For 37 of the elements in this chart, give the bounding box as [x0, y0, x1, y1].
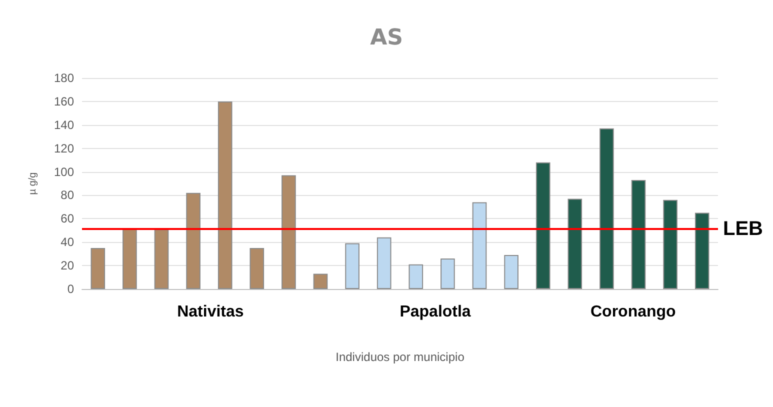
bar — [631, 180, 646, 289]
y-tick-label: 40 — [60, 235, 74, 250]
bar — [440, 258, 455, 289]
series-label: Coronango — [590, 304, 676, 320]
bar — [408, 264, 424, 289]
bar — [600, 128, 614, 289]
y-tick-label: 60 — [60, 212, 74, 226]
bar — [282, 175, 296, 289]
bar — [472, 202, 487, 289]
series-label: Nativitas — [177, 304, 244, 320]
bar — [568, 198, 582, 289]
series-label: Papalotla — [400, 304, 471, 320]
bar — [250, 248, 264, 289]
y-tick-label: 140 — [54, 118, 74, 132]
bar — [313, 274, 328, 289]
y-tick-label: 0 — [67, 282, 74, 296]
bar — [345, 243, 360, 289]
y-tick-label: 180 — [54, 71, 74, 85]
bar — [536, 162, 550, 289]
bar — [663, 200, 678, 289]
bar — [122, 228, 137, 289]
x-axis-title: Individuos por municipio — [336, 350, 465, 364]
y-axis-title: µ g/g — [28, 172, 38, 195]
bar — [186, 192, 200, 289]
y-tick-label: 100 — [54, 164, 74, 179]
y-tick-label: 160 — [54, 94, 74, 108]
y-tick-label: 20 — [60, 258, 74, 273]
bar — [694, 212, 710, 289]
bar — [504, 255, 518, 289]
bar — [376, 237, 392, 289]
ref-line-label: LEB — [723, 218, 763, 240]
y-tick-label: 120 — [54, 141, 74, 156]
bar — [90, 248, 106, 289]
chart-title: AS — [370, 26, 403, 50]
bar — [154, 229, 169, 289]
y-tick-label: 80 — [60, 188, 74, 202]
bar — [218, 101, 232, 289]
